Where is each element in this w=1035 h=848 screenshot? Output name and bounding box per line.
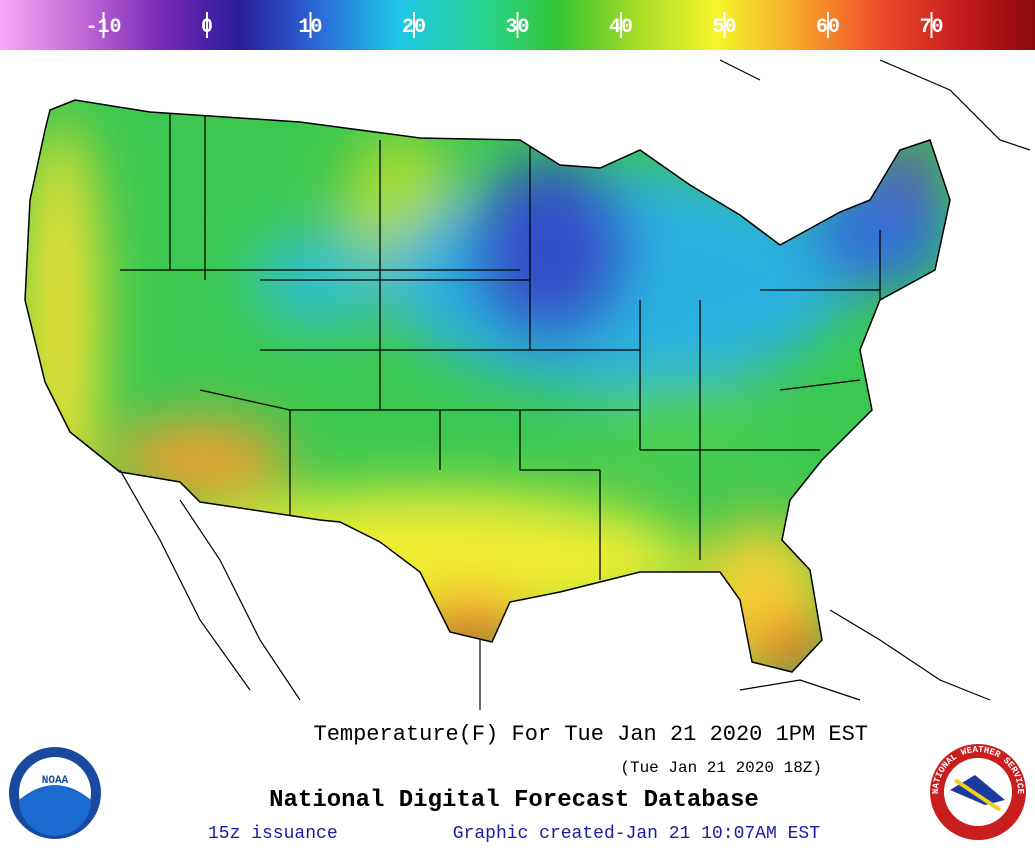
colorbar-tick-label: 10 xyxy=(298,16,322,39)
map-subtitle: (Tue Jan 21 2020 18Z) xyxy=(620,759,822,777)
colorbar: -10 0 10 20 30 40 50 60 70 xyxy=(0,0,1035,50)
map xyxy=(24,59,1031,710)
issuance: 15z issuance xyxy=(208,824,338,844)
colorbar-tick-label: 30 xyxy=(505,16,529,39)
product-name: National Digital Forecast Database xyxy=(269,787,759,814)
colorbar-tick-label: -10 xyxy=(85,16,121,39)
neighbor-borders xyxy=(119,59,1031,710)
colorbar-tick-label: 60 xyxy=(816,16,840,39)
colorbar-tick-label: 20 xyxy=(402,16,426,39)
temperature-field xyxy=(25,100,950,672)
colorbar-tick-label: 0 xyxy=(201,16,213,39)
created-time: Graphic created-Jan 21 10:07AM EST xyxy=(453,824,820,844)
colorbar-tick-label: 40 xyxy=(609,16,633,39)
noaa-logo: NOAA xyxy=(9,747,101,839)
us-outline xyxy=(24,99,951,673)
colorbar-tick-label: 50 xyxy=(712,16,736,39)
colorbar-tick-label: 70 xyxy=(919,16,943,39)
noaa-text: NOAA xyxy=(42,775,69,787)
map-title: Temperature(F) For Tue Jan 21 2020 1PM E… xyxy=(314,722,869,747)
nws-logo: NATIONAL WEATHER SERVICE xyxy=(930,744,1026,840)
